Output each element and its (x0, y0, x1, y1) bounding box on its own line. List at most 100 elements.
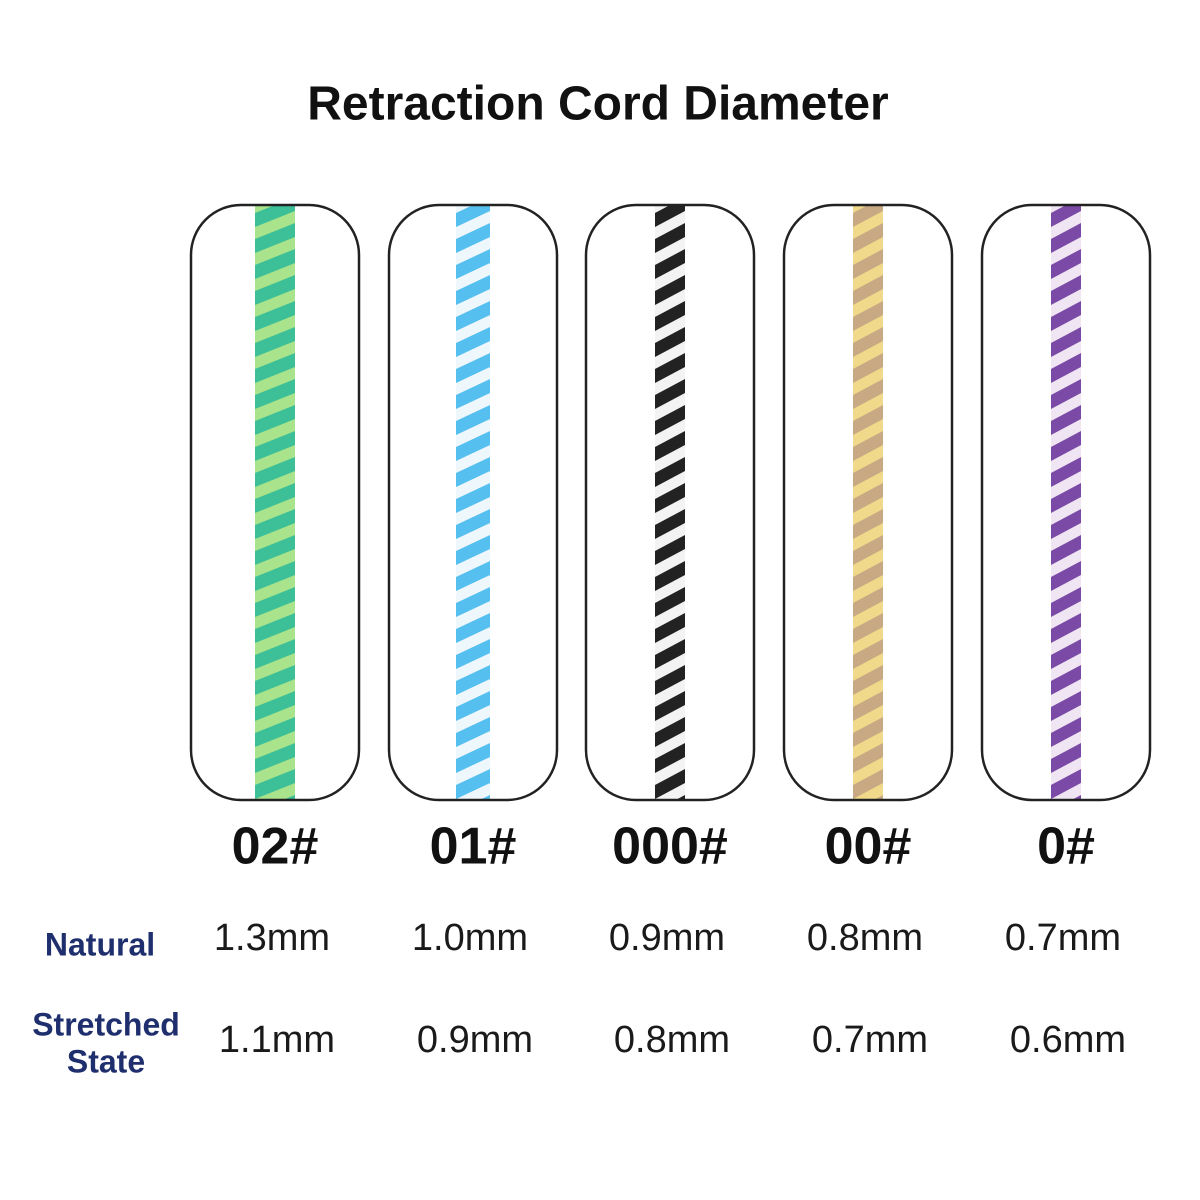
cord-strand (255, 731, 295, 759)
cord-strand (853, 497, 883, 525)
cord-strand (853, 393, 883, 421)
cord-strand (456, 237, 490, 265)
cord-strand (655, 211, 685, 239)
cord-strand (1051, 549, 1081, 577)
cord-strand (255, 549, 295, 577)
cord-strand (853, 731, 883, 759)
cord-strand (1051, 419, 1081, 447)
size-label: 00# (825, 818, 912, 876)
cord-strand (456, 731, 490, 759)
cord-strand (255, 575, 295, 603)
cord-strand (853, 445, 883, 473)
cord-strand (1051, 289, 1081, 317)
cord-strand (853, 367, 883, 395)
cord-strand (655, 445, 685, 473)
cord-strand (853, 341, 883, 369)
cord-strand (456, 783, 490, 800)
cord-frame (189, 203, 361, 802)
cord-strand (1051, 757, 1081, 785)
size-label: 01# (430, 818, 517, 876)
cord (456, 205, 490, 800)
cord-strand (1051, 679, 1081, 707)
cord-strand (456, 523, 490, 551)
cord-strand (1051, 497, 1081, 525)
natural-value: 0.8mm (807, 917, 923, 959)
row-label: Natural (45, 926, 155, 962)
cord-strand (1051, 575, 1081, 603)
cord-strand (1051, 367, 1081, 395)
cord-strand (655, 653, 685, 681)
cord (255, 205, 295, 800)
cord-strand (456, 367, 490, 395)
cord-strand (456, 705, 490, 733)
cord-strand (853, 679, 883, 707)
natural-value: 0.9mm (609, 917, 725, 959)
cord-strand (456, 497, 490, 525)
cord-strand (655, 393, 685, 421)
cord-strand (853, 653, 883, 681)
cord-strand (655, 471, 685, 499)
cord-strand (255, 341, 295, 369)
row-label: State (67, 1043, 145, 1079)
natural-value: 1.0mm (412, 917, 528, 959)
cord-strand (456, 575, 490, 603)
cord-strand (853, 627, 883, 655)
cord-strand (456, 549, 490, 577)
cord (655, 205, 685, 800)
cord-strand (853, 523, 883, 551)
cord-strand (853, 471, 883, 499)
cord-strand (255, 211, 295, 239)
stretched-value: 0.7mm (812, 1019, 928, 1061)
cord-strand (853, 289, 883, 317)
cord (1051, 205, 1081, 800)
size-label: 02# (232, 818, 319, 876)
cord-strand (655, 705, 685, 733)
row-label: Stretched (32, 1006, 180, 1042)
cord-strand (1051, 341, 1081, 369)
cord-strand (255, 393, 295, 421)
cord-strand (655, 731, 685, 759)
cord-strand (456, 341, 490, 369)
cord-strand (853, 783, 883, 800)
cord-strand (255, 315, 295, 343)
cord-strand (655, 523, 685, 551)
cord-strand (655, 549, 685, 577)
cord-strand (1051, 237, 1081, 265)
cord-strand (255, 289, 295, 317)
cord-strand (255, 757, 295, 785)
size-label: 000# (612, 818, 728, 876)
cord-strand (853, 237, 883, 265)
cord-strand (1051, 315, 1081, 343)
cord-strand (1051, 263, 1081, 291)
cord-strand (1051, 471, 1081, 499)
cord-strand (456, 315, 490, 343)
cord-frame (782, 203, 954, 802)
cord-strand (456, 263, 490, 291)
cord-strand (655, 289, 685, 317)
cord-strand (655, 419, 685, 447)
cord-strand (255, 783, 295, 800)
cord-strand (1051, 445, 1081, 473)
cord-strand (853, 315, 883, 343)
cord-strand (853, 575, 883, 603)
cord-strand (655, 367, 685, 395)
cord-frame (980, 203, 1152, 802)
cord-strand (456, 419, 490, 447)
cord-strand (456, 289, 490, 317)
cord-strand (655, 601, 685, 629)
cord-strand (255, 367, 295, 395)
cord-strand (655, 237, 685, 265)
cord-strand (456, 393, 490, 421)
cord-strand (255, 237, 295, 265)
cord-strand (655, 783, 685, 800)
cord-strand (655, 627, 685, 655)
cord-strand (255, 679, 295, 707)
cord-strand (655, 263, 685, 291)
cord-strand (1051, 783, 1081, 800)
cord-frame (584, 203, 756, 802)
cord-strand (853, 549, 883, 577)
cord-strand (456, 471, 490, 499)
cord-strand (1051, 601, 1081, 629)
cord-strand (255, 627, 295, 655)
